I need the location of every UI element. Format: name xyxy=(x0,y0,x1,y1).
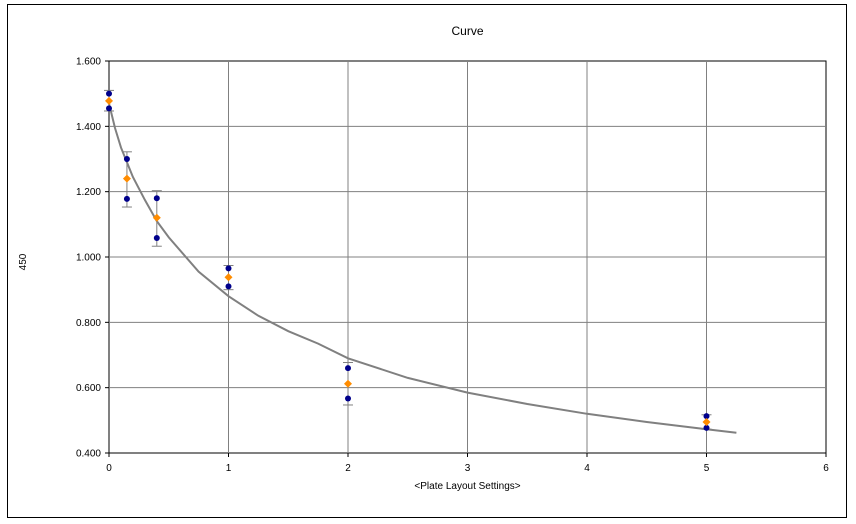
y-tick-label: 1.600 xyxy=(76,57,101,68)
data-points-layer xyxy=(105,90,711,431)
fit-curve xyxy=(108,103,737,434)
replicate-point xyxy=(703,413,710,420)
chart-title: Curve xyxy=(451,24,483,38)
replicate-point xyxy=(123,156,130,162)
replicate-point xyxy=(153,235,160,242)
mean-point xyxy=(702,417,711,426)
chart-svg: Curve 0 1 2 3 4 5 6 0.400 0.600 0.800 1.000 1.200 1.… xyxy=(18,24,829,492)
mean-point xyxy=(224,273,233,282)
y-tick-label: 1.400 xyxy=(76,122,101,133)
replicate-point xyxy=(106,90,112,97)
y-tick-label: 0.400 xyxy=(76,449,101,460)
fit-curve-layer xyxy=(108,103,737,434)
x-tick-label: 3 xyxy=(465,463,471,474)
x-tick-label: 5 xyxy=(704,463,710,474)
y-tick-label: 0.800 xyxy=(76,318,101,329)
replicate-point xyxy=(703,424,710,431)
replicate-point xyxy=(345,365,351,372)
chart-frame: Curve 0 1 2 3 4 5 6 0.400 0.600 0.800 1.000 1.200 1.… xyxy=(7,4,847,518)
x-tick-label: 4 xyxy=(584,463,590,474)
x-axis-title: <Plate Layout Settings> xyxy=(414,481,520,492)
x-tick-label: 0 xyxy=(106,463,112,474)
y-tick-label: 1.200 xyxy=(76,187,101,198)
mean-point xyxy=(105,96,113,105)
replicate-point xyxy=(225,265,232,272)
replicate-point xyxy=(123,195,130,202)
y-tick-label: 1.000 xyxy=(76,253,101,264)
x-tick-label: 2 xyxy=(345,463,351,474)
axis-tick-labels: 0 1 2 3 4 5 6 0.400 0.600 0.800 1.000 1.200 1.400 1.6… xyxy=(76,57,829,475)
replicate-point xyxy=(225,283,232,290)
replicate-point xyxy=(345,395,351,402)
mean-point xyxy=(122,174,131,183)
y-axis-title: 450 xyxy=(18,253,29,270)
x-tick-label: 1 xyxy=(226,463,232,474)
y-tick-label: 0.600 xyxy=(76,383,101,394)
x-tick-label: 6 xyxy=(823,463,829,474)
mean-point xyxy=(344,379,352,388)
grid-lines xyxy=(105,60,827,457)
replicate-point xyxy=(106,105,112,112)
mean-point xyxy=(152,213,161,222)
replicate-point xyxy=(153,195,160,202)
